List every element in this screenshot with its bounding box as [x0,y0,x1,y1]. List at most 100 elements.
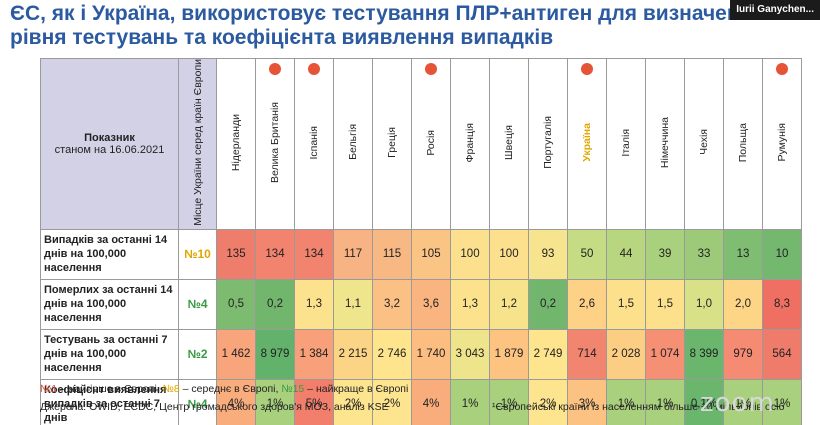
value-cell: 117 [333,228,373,280]
zoom-watermark: zoom [700,388,775,418]
country-name: Німеччина [659,116,671,168]
population-dot-icon [425,63,437,75]
footnote: ¹Європейські країни із населенням більше… [492,401,785,413]
value-cell: 1,3 [294,278,334,330]
ukraine-rank: №10 [178,228,217,280]
value-cell: 0,2 [528,278,568,330]
indicator-header-title: Показник [84,131,135,144]
rank-legend: №1 – найгірше в Європі, №8 – середнє в Є… [40,383,408,395]
value-cell: 100 [489,228,529,280]
value-cell: 10 [762,228,802,280]
country-name: Велика Британія [269,101,281,183]
participant-name-badge: Iurii Ganychen... [730,0,820,20]
value-cell: 1 384 [294,328,334,380]
value-cell: 13 [723,228,763,280]
value-cell: 3,6 [411,278,451,330]
row-label: Випадків за останні 14 днів на 100,000 н… [40,228,179,280]
value-cell: 2 749 [528,328,568,380]
slide-title-line1: ЄС, як і Україна, використовує тестуванн… [10,2,765,25]
ukraine-rank: №2 [178,328,217,380]
table-row: Тестувань за останні 7 днів на 100,000 н… [40,328,802,380]
country-header: Чехія [684,58,724,230]
country-header: Німеччина [645,58,685,230]
value-cell: 1% [723,378,763,425]
value-cell: 1% [255,378,295,425]
country-name: Іспанія [308,125,320,160]
slide-title-line2: рівня тестувань та коефіцієнта виявлення… [10,26,554,49]
value-cell: 1 740 [411,328,451,380]
country-header: Румунія [762,58,802,230]
table-row: Померлих за останні 14 днів на 100,000 н… [40,278,802,330]
value-cell: 1% [489,378,529,425]
value-cell: 3% [567,378,607,425]
legend-rank-average-text: – середнє в Європі, [179,383,282,395]
value-cell: 0,2 [255,278,295,330]
value-cell: 1,3 [450,278,490,330]
value-cell: 50 [567,228,607,280]
population-dot-icon [581,63,593,75]
value-cell: 1,5 [645,278,685,330]
population-dot-icon [776,63,788,75]
ukraine-rank: №4 [178,278,217,330]
country-header: Греція [372,58,412,230]
value-cell: 8 979 [255,328,295,380]
country-name: Швеція [503,124,515,160]
country-header: Бельгія [333,58,373,230]
country-name: Росія [425,129,437,156]
population-dot-icon [269,63,281,75]
country-name: Нідерланди [230,113,242,171]
value-cell: 0,5 [216,278,256,330]
country-name: Чехія [698,129,710,156]
country-header: Нідерланди [216,58,256,230]
legend-rank-worst: №1 [40,383,58,395]
row-label: Тестувань за останні 7 днів на 100,000 н… [40,328,179,380]
value-cell: 714 [567,328,607,380]
value-cell: 1,1 [333,278,373,330]
row-label: Померлих за останні 14 днів на 100,000 н… [40,278,179,330]
country-name: Португалія [542,116,554,169]
country-name: Греція [386,126,398,158]
country-header: Швеція [489,58,529,230]
value-cell: 1% [450,378,490,425]
value-cell: 93 [528,228,568,280]
country-header: Україна [567,58,607,230]
country-name: Румунія [776,123,788,162]
value-cell: 135 [216,228,256,280]
value-cell: 3 043 [450,328,490,380]
slide-title: ЄС, як і Україна, використовує тестуванн… [10,2,810,50]
country-header: Італія [606,58,646,230]
row-label: Коефіцієнт виявлення випадків за останні… [40,378,179,425]
population-dot-icon [308,63,320,75]
value-cell: 100 [450,228,490,280]
legend-rank-best: №15 [281,383,305,395]
place-header: Місце України серед країн Європи [178,58,217,230]
ukraine-rank: №4 [178,378,217,425]
legend-rank-best-text: – найкраще в Європі [304,383,409,395]
place-header-label: Місце України серед країн Європи [191,59,204,226]
country-name: Італія [620,128,632,157]
value-cell: 4% [216,378,256,425]
value-cell: 44 [606,228,646,280]
value-cell: 979 [723,328,763,380]
table-row: Коефіцієнт виявлення випадків за останні… [40,378,802,425]
country-header: Португалія [528,58,568,230]
value-cell: 1% [606,378,646,425]
value-cell: 1 462 [216,328,256,380]
value-cell: 0,1% [684,378,724,425]
value-cell: 1 074 [645,328,685,380]
country-header: Іспанія [294,58,334,230]
value-cell: 8 399 [684,328,724,380]
table-row: Випадків за останні 14 днів на 100,000 н… [40,228,802,280]
country-header: Росія [411,58,451,230]
comparison-table: Показник станом на 16.06.2021 Місце Укра… [40,58,802,425]
value-cell: 4% [411,378,451,425]
value-cell: 1,2 [489,278,529,330]
country-header: Франція [450,58,490,230]
value-cell: 2% [528,378,568,425]
value-cell: 2,0 [723,278,763,330]
value-cell: 2 028 [606,328,646,380]
legend-rank-average: №8 [162,383,180,395]
country-name: Бельгія [347,124,359,161]
value-cell: 134 [294,228,334,280]
legend-rank-worst-text: – найгірше в Європі, [57,383,163,395]
